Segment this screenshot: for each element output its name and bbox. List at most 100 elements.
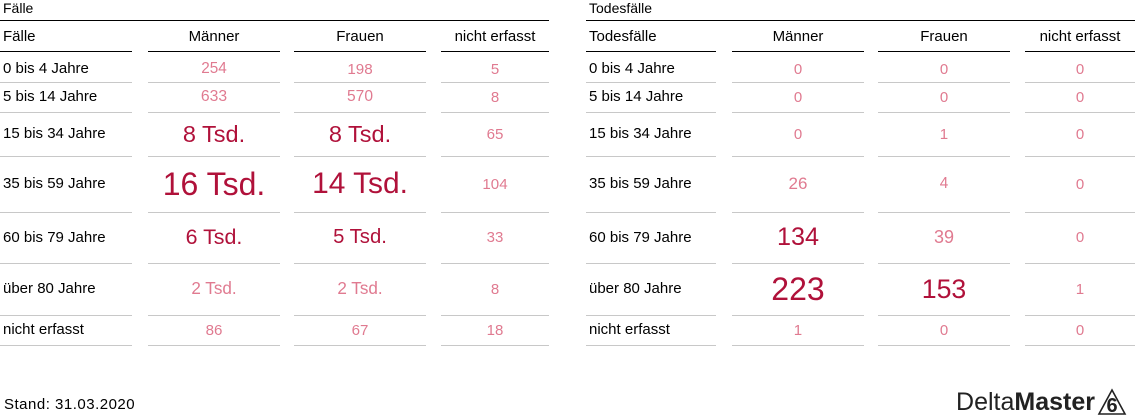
row-separator (1025, 212, 1135, 213)
row-separator (0, 263, 132, 264)
value-cell: 26 (788, 174, 808, 193)
value-cell: 8 Tsd. (328, 120, 392, 147)
value-cell: 570 (346, 88, 374, 105)
header-rule (878, 51, 1010, 52)
column-header: Männer (188, 28, 240, 45)
row-separator (148, 345, 280, 346)
row-label: 15 bis 34 Jahre (589, 125, 692, 142)
row-separator (294, 156, 426, 157)
row-label: nicht erfasst (3, 321, 84, 338)
value-cell: 198 (347, 60, 373, 78)
value-cell: 153 (921, 273, 967, 304)
table-title: Todesfälle (589, 0, 653, 16)
row-separator (732, 156, 864, 157)
row-separator (586, 315, 716, 316)
value-cell: 6 Tsd. (185, 225, 243, 249)
value-cell: 0 (793, 88, 803, 106)
value-cell: 0 (793, 60, 803, 78)
row-separator (732, 263, 864, 264)
stand-date: Stand: 31.03.2020 (4, 396, 136, 413)
row-separator (1025, 315, 1135, 316)
row-separator (148, 263, 280, 264)
value-cell: 67 (351, 321, 369, 339)
value-cell: 223 (771, 270, 825, 307)
row-label: 60 bis 79 Jahre (3, 228, 106, 246)
row-label: 5 bis 14 Jahre (3, 88, 98, 105)
column-header: Frauen (920, 28, 968, 45)
value-cell: 39 (933, 227, 955, 247)
logo-triangle-icon: 6 (1097, 388, 1127, 416)
title-rule (586, 20, 1135, 21)
row-separator (294, 345, 426, 346)
row-separator (148, 156, 280, 157)
value-cell: 1 (1075, 280, 1085, 298)
row-separator (586, 112, 716, 113)
value-cell: 0 (793, 125, 803, 143)
row-separator (732, 315, 864, 316)
row-separator (294, 315, 426, 316)
value-cell: 5 (490, 60, 500, 78)
row-label: 35 bis 59 Jahre (589, 175, 692, 192)
value-cell: 104 (482, 175, 508, 193)
logo-wordmark: DeltaMaster (956, 388, 1095, 416)
value-cell: 0 (1075, 175, 1085, 193)
row-separator (732, 82, 864, 83)
row-label: nicht erfasst (589, 321, 670, 338)
row-separator (294, 112, 426, 113)
value-cell: 4 (939, 175, 949, 192)
header-rule (1025, 51, 1135, 52)
row-separator (0, 156, 132, 157)
row-label: 0 bis 4 Jahre (589, 60, 675, 77)
row-separator (878, 315, 1010, 316)
row-separator (1025, 156, 1135, 157)
row-label: 5 bis 14 Jahre (589, 88, 684, 105)
row-label: 35 bis 59 Jahre (3, 175, 106, 192)
title-rule (0, 20, 549, 21)
row-separator (878, 156, 1010, 157)
table-title: Fälle (3, 0, 34, 16)
row-label: 0 bis 4 Jahre (3, 60, 89, 77)
value-cell: 0 (939, 60, 949, 78)
row-separator (586, 82, 716, 83)
row-separator (1025, 263, 1135, 264)
value-cell: 86 (205, 321, 223, 339)
row-separator (148, 82, 280, 83)
row-separator (0, 315, 132, 316)
header-rule (732, 51, 864, 52)
value-cell: 0 (939, 321, 949, 339)
row-separator (294, 82, 426, 83)
column-header: Todesfälle (589, 28, 657, 45)
row-separator (294, 263, 426, 264)
row-separator (878, 82, 1010, 83)
value-cell: 0 (1075, 321, 1085, 339)
row-separator (441, 315, 549, 316)
value-cell: 8 (490, 88, 500, 106)
row-separator (441, 82, 549, 83)
value-cell: 8 Tsd. (182, 120, 246, 147)
row-separator (1025, 345, 1135, 346)
header-rule (148, 51, 280, 52)
row-separator (1025, 82, 1135, 83)
row-separator (878, 212, 1010, 213)
value-cell: 18 (486, 321, 504, 339)
value-cell: 0 (1075, 88, 1085, 106)
row-label: 15 bis 34 Jahre (3, 125, 106, 142)
header-rule (0, 51, 132, 52)
value-cell: 633 (200, 88, 228, 105)
column-header: Fälle (3, 28, 36, 45)
row-separator (441, 112, 549, 113)
value-cell: 8 (490, 280, 500, 298)
value-cell: 1 (793, 321, 803, 339)
value-cell: 134 (776, 223, 820, 251)
row-separator (0, 345, 132, 346)
value-cell: 254 (201, 60, 227, 77)
row-separator (294, 212, 426, 213)
value-cell: 0 (1075, 125, 1085, 143)
row-separator (441, 345, 549, 346)
row-separator (148, 212, 280, 213)
row-separator (586, 345, 716, 346)
row-separator (1025, 112, 1135, 113)
row-separator (732, 345, 864, 346)
value-cell: 1 (939, 125, 949, 143)
value-cell: 2 Tsd. (337, 279, 383, 298)
